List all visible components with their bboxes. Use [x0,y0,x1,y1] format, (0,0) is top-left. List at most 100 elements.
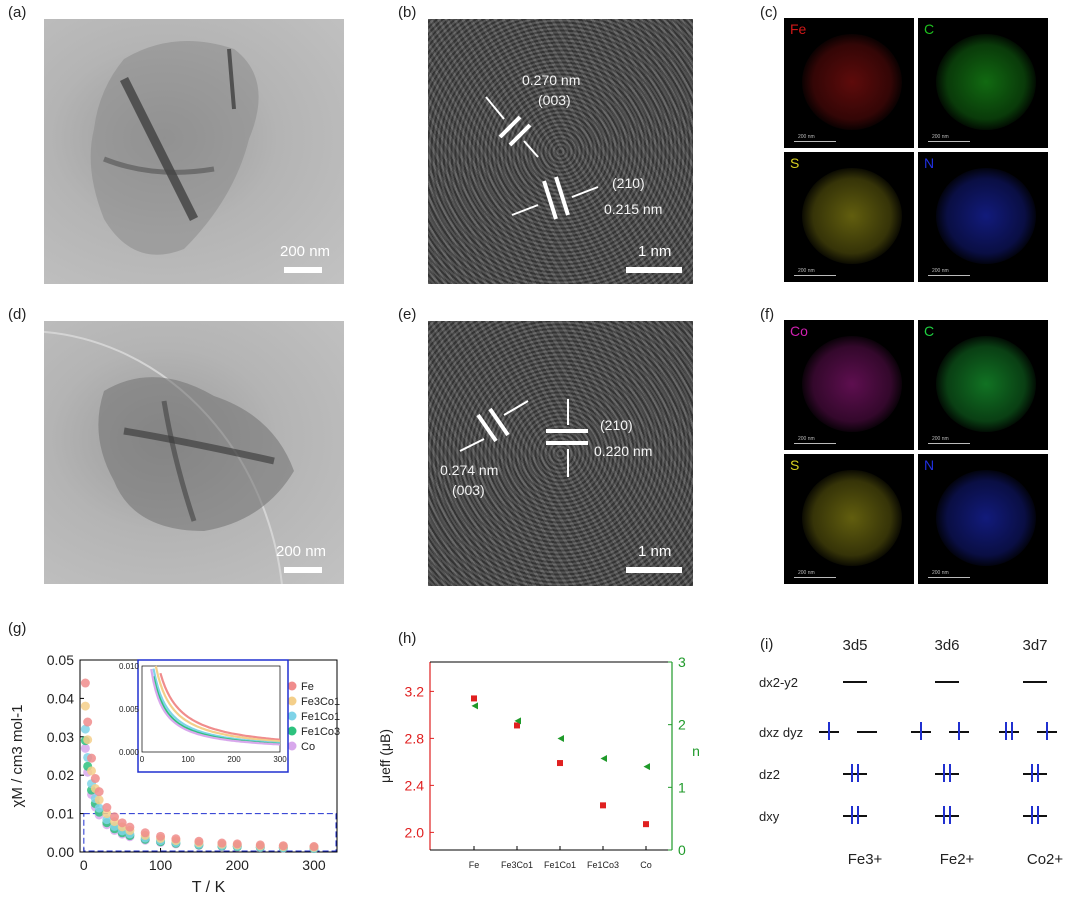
panel-label-c: (c) [760,4,778,21]
eds-map-n: N 200 nm [918,454,1048,584]
scale-bar-label: 200 nm [932,436,949,442]
element-label: N [924,457,935,473]
data-point [94,787,104,797]
y-tick-label: 0.04 [47,690,74,706]
panel-label-e: (e) [398,306,417,323]
mu-eff-point [557,760,563,767]
scale-bar [928,139,970,142]
element-label: S [790,457,800,473]
plane-label-2: (210) [600,417,633,433]
panel-label-b: (b) [398,4,417,21]
panel-label-d: (d) [8,306,27,323]
legend-marker [287,711,297,721]
y-axis-label: μeff (μB) [377,729,393,783]
inset-region-box [83,813,337,852]
eds-map-n: N 200 nm [918,152,1048,282]
orbital-diagram: 3d5 3d6 3d7 dx2-y2 dxz dyz dz2 dxy Fe3+ Fe2+ Co2+ [759,637,1064,868]
element-signal [936,168,1036,264]
x-tick-label: Fe1Co1 [544,860,576,870]
chart-g: 0.00 0.01 0.02 0.03 0.04 0.05 0 100 200 300 T / K χ… [9,652,340,896]
legend-marker [287,681,297,691]
x-tick-label: 300 [302,857,326,873]
x-tick-label: 0 [80,857,88,873]
inset-series-line [154,665,281,743]
eds-map-s: S 200 nm [784,152,914,282]
orbital-label: dx2-y2 [759,675,798,690]
x-tick-label: 200 [226,857,250,873]
legend-marker [287,741,297,751]
legend-label: Co [301,741,315,753]
scale-bar [626,567,682,573]
element-label: C [924,323,935,339]
d-spacing-label-1: 0.274 nm [440,462,499,478]
data-point [156,831,166,841]
data-point [194,836,204,846]
scale-bar-label: 200 nm [798,570,815,576]
element-signal [936,470,1036,566]
config-label: 3d5 [842,637,867,654]
scale-bar-label: 200 nm [798,268,815,274]
element-label: N [924,155,935,171]
mu-eff-point [471,695,477,702]
x-tick-label: Co [640,860,652,870]
y-tick-label: 0.05 [47,652,74,668]
element-signal [936,336,1036,432]
orbital-label: dxy [759,809,780,824]
scale-bar [284,567,322,573]
mu-eff-point [514,722,520,729]
y-tick-label: 2.8 [405,730,425,746]
scale-bar-label: 200 nm [932,134,949,140]
legend-label: Fe1Co1 [301,711,340,723]
scale-bar-label: 1 nm [638,543,672,560]
inset-x-tick-label: 0 [140,755,145,764]
data-point [83,717,93,727]
panel-label-h: (h) [398,630,417,647]
data-point [80,701,90,711]
plane-label-1: (003) [452,482,485,498]
d-spacing-label-1: 0.270 nm [522,72,581,88]
inset-series-line [150,668,281,746]
data-point [102,803,112,813]
x-tick-label: Fe1Co3 [587,860,619,870]
element-label: Co [790,323,808,339]
y2-tick-label: 2 [678,717,686,733]
eds-map-c: C 200 nm [918,320,1048,450]
orbital-label: dz2 [759,767,780,782]
legend-label: Fe1Co3 [301,726,340,738]
data-point [90,774,100,784]
scale-bar [928,441,970,444]
scale-bar [284,267,322,273]
data-point [117,818,127,828]
data-point [110,812,120,822]
hrtem-image-e: 0.274 nm (003) (210) 0.220 nm 1 nm [428,321,693,586]
inset-plot-frame [141,665,281,753]
config-label: 3d7 [1022,637,1047,654]
scale-bar [928,575,970,578]
scale-bar-label: 200 nm [280,243,331,260]
inset-x-tick-label: 100 [181,755,195,764]
y-axis-label: χM / cm3 mol-1 [9,705,26,808]
ion-label: Co2+ [1027,851,1064,868]
inset-series-line [159,672,281,741]
panel-label-g: (g) [8,620,27,637]
x-tick-label: Fe [469,860,480,870]
d-spacing-label-2: 0.220 nm [594,443,653,459]
element-signal [936,34,1036,130]
legend-label: Fe3Co1 [301,696,340,708]
scale-bar-label: 200 nm [798,134,815,140]
y-tick-label: 0.01 [47,806,74,822]
n-point [557,734,564,742]
tem-image-d: 200 nm [44,321,344,584]
eds-map-fe: Fe 200 nm [784,18,914,148]
y2-tick-label: 1 [678,779,686,795]
element-signal [802,336,902,432]
data-point [83,735,93,745]
inset-x-tick-label: 200 [227,755,241,764]
legend-marker [287,726,297,736]
plane-label-2: (210) [612,175,645,191]
scale-bar-label: 1 nm [638,243,672,260]
config-label: 3d6 [934,637,959,654]
n-point [514,717,521,725]
data-point [94,795,104,805]
eds-map-co: Co 200 nm [784,320,914,450]
